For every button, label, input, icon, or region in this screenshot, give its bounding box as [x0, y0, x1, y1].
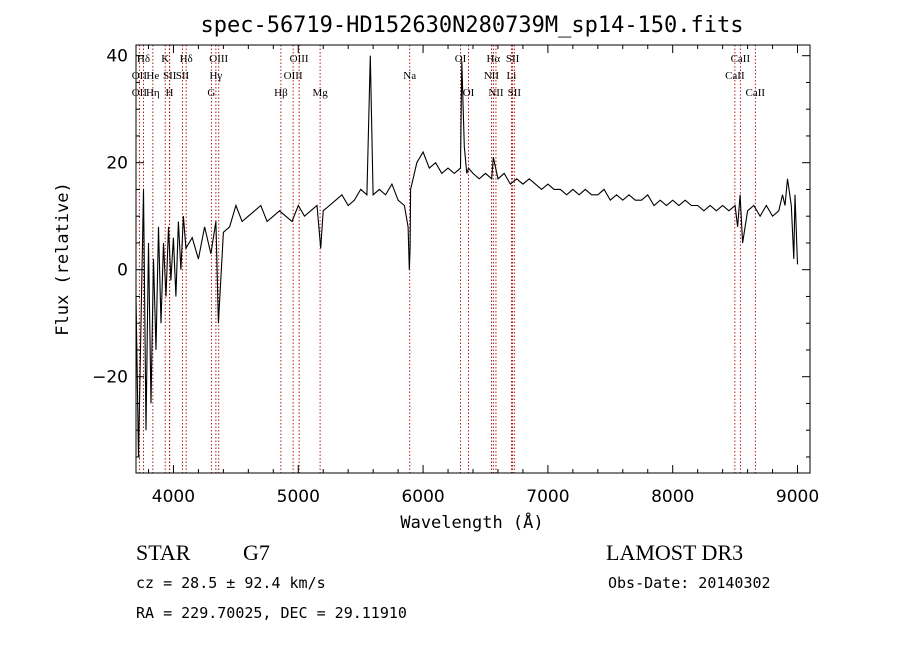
marker-label: OII: [132, 87, 148, 99]
y-tick-label: 0: [117, 261, 128, 281]
marker-label: NII: [488, 87, 504, 99]
chart-title: spec-56719-HD152630N280739M_sp14-150.fit…: [200, 13, 743, 38]
marker-label: OIII: [284, 70, 303, 82]
y-axis-ticks: −20 0 20 40: [92, 47, 810, 458]
marker-label: SII: [506, 53, 520, 65]
marker-label: Hβ: [274, 87, 288, 99]
plot-frame: [135, 44, 811, 474]
marker-label: OI: [455, 53, 467, 65]
marker-label: Hγ: [209, 70, 222, 82]
marker-label: Mg: [312, 87, 328, 99]
marker-label: OIII: [209, 53, 228, 65]
x-tick-label: 4000: [152, 487, 195, 507]
marker-label: K: [161, 53, 169, 65]
object-class: STAR: [136, 540, 191, 565]
marker-label: G: [207, 87, 215, 99]
marker-label: SII: [163, 70, 177, 82]
marker-label: CaII: [731, 53, 751, 65]
marker-label: Hδ: [180, 53, 193, 65]
marker-label: Hδ: [137, 53, 150, 65]
x-axis-label: Wavelength (Å): [400, 511, 543, 533]
redshift-text: cz = 28.5 ± 92.4 km/s: [136, 574, 326, 592]
y-tick-label: 20: [106, 154, 128, 174]
x-tick-label: 8000: [651, 487, 694, 507]
marker-label: OIII: [290, 53, 309, 65]
spectrum-line: [135, 55, 799, 457]
y-axis-label: Flux (relative): [53, 182, 73, 336]
marker-label: CaII: [725, 70, 745, 82]
x-tick-label: 7000: [526, 487, 569, 507]
marker-label: OII: [132, 70, 148, 82]
x-tick-label: 6000: [401, 487, 444, 507]
marker-label: NII: [484, 70, 500, 82]
marker-label: Hη: [146, 87, 160, 99]
obs-date: Obs-Date: 20140302: [608, 574, 771, 592]
marker-label: OI: [463, 87, 475, 99]
x-axis-ticks: 4000 5000 6000 7000 8000 9000: [147, 45, 819, 507]
marker-label: Na: [403, 70, 416, 82]
subclass: G7: [243, 540, 270, 565]
coordinates: RA = 229.70025, DEC = 29.11910: [136, 604, 407, 622]
y-tick-label: −20: [92, 368, 128, 388]
marker-label: He: [146, 70, 159, 82]
marker-label: CaII: [746, 87, 766, 99]
marker-label: SII: [176, 70, 190, 82]
x-tick-label: 5000: [277, 487, 320, 507]
survey-name: LAMOST DR3: [606, 540, 744, 565]
marker-label: SII: [508, 87, 522, 99]
marker-label: Li: [507, 70, 517, 82]
marker-label: H: [165, 87, 173, 99]
x-tick-label: 9000: [776, 487, 819, 507]
spectral-line-markers: [138, 45, 756, 473]
marker-label: Hα: [486, 53, 500, 65]
y-tick-label: 40: [106, 47, 128, 67]
